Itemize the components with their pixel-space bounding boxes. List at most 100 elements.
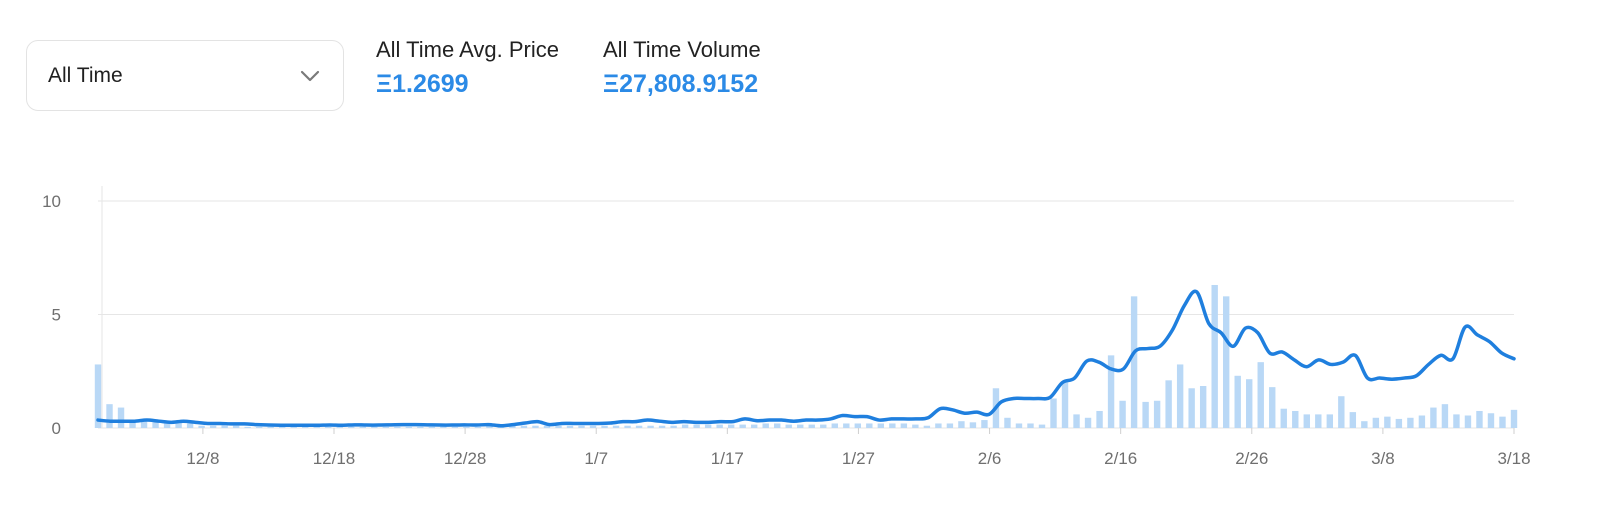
- volume-bar: [106, 404, 113, 428]
- volume-bar: [417, 426, 424, 428]
- y-tick-label: 5: [52, 306, 61, 325]
- x-tick-label: 2/26: [1235, 449, 1268, 468]
- volume-bar: [325, 426, 332, 428]
- volume-bar: [601, 425, 608, 428]
- volume-bar: [670, 425, 677, 428]
- volume-bar: [221, 425, 228, 428]
- volume-bar: [232, 425, 240, 428]
- volume-bar: [94, 364, 102, 428]
- volume-bar: [1257, 362, 1264, 428]
- volume-bar: [1107, 355, 1115, 428]
- x-tick-label: 12/28: [444, 449, 487, 468]
- volume-bar: [1073, 414, 1080, 428]
- volume-bar: [1407, 417, 1414, 428]
- volume-bar: [1326, 414, 1334, 428]
- volume-bar: [1384, 416, 1391, 428]
- volume-bar: [278, 426, 286, 428]
- volume-bar: [198, 425, 205, 428]
- volume-bar: [1499, 416, 1506, 428]
- volume-bar: [1441, 404, 1449, 428]
- volume-bar: [935, 423, 942, 428]
- volume-bar: [440, 426, 447, 428]
- volume-bar: [923, 425, 931, 428]
- x-tick-label: 2/16: [1104, 449, 1137, 468]
- volume-bar: [727, 424, 735, 428]
- volume-bar: [1199, 386, 1207, 428]
- volume-bar: [1280, 408, 1287, 428]
- x-tick-label: 12/8: [186, 449, 219, 468]
- x-tick-label: 3/18: [1497, 449, 1530, 468]
- volume-bar: [302, 426, 309, 428]
- volume-bar: [647, 425, 654, 428]
- volume-bar: [912, 424, 919, 428]
- volume-bar: [1372, 417, 1380, 428]
- volume-value: Ξ27,808.9152: [603, 70, 759, 98]
- volume-bar: [336, 426, 343, 428]
- volume-bar: [1292, 410, 1299, 428]
- volume-bar: [1211, 284, 1218, 428]
- volume-bar: [1487, 413, 1495, 428]
- volume-bar: [1153, 400, 1161, 428]
- volume-bar: [1315, 414, 1322, 428]
- volume-bar: [1096, 410, 1103, 428]
- volume-stat: All Time Volume Ξ27,808.9152: [603, 36, 761, 102]
- volume-bar: [946, 423, 954, 428]
- volume-bar: [635, 425, 643, 428]
- volume-bar: [681, 424, 689, 428]
- volume-bar: [1061, 382, 1069, 428]
- volume-bar: [693, 424, 700, 428]
- volume-bar: [1464, 415, 1472, 428]
- volume-bar: [451, 426, 459, 428]
- volume-bar: [566, 425, 574, 428]
- volume-bar: [739, 424, 746, 428]
- volume-bar: [1027, 423, 1034, 428]
- volume-bar: [428, 426, 436, 428]
- volume-bar: [969, 422, 977, 428]
- volume-bar: [290, 426, 297, 428]
- time-range-select[interactable]: All Time: [26, 40, 344, 111]
- volume-bar: [854, 423, 862, 428]
- volume-bar: [163, 423, 171, 428]
- volume-bar: [359, 426, 366, 428]
- volume-bar: [1015, 423, 1023, 428]
- volume-bar: [981, 420, 988, 428]
- x-tick-label: 12/18: [313, 449, 356, 468]
- volume-bar: [1430, 407, 1437, 428]
- volume-bar: [244, 426, 251, 428]
- volume-bar: [1188, 388, 1195, 428]
- x-tick-label: 2/6: [978, 449, 1002, 468]
- volume-bar: [716, 424, 723, 428]
- volume-bar: [555, 425, 562, 428]
- volume-bar: [750, 424, 758, 428]
- volume-bar: [1510, 409, 1518, 428]
- volume-bar: [1395, 418, 1403, 428]
- avg-price-stat: All Time Avg. Price Ξ1.2699: [376, 36, 559, 102]
- volume-bar: [405, 426, 413, 428]
- volume-bar: [1176, 364, 1184, 428]
- volume-bar: [1084, 417, 1092, 428]
- volume-bar: [866, 423, 873, 428]
- y-tick-label: 0: [52, 419, 61, 438]
- volume-bar: [486, 425, 493, 428]
- volume-bar: [785, 424, 792, 428]
- volume-bar: [463, 426, 470, 428]
- volume-bar: [1119, 400, 1126, 428]
- volume-bar: [843, 423, 850, 428]
- volume-bar: [831, 423, 838, 428]
- x-tick-label: 1/27: [842, 449, 875, 468]
- volume-bar: [958, 421, 965, 428]
- volume-bar: [1004, 417, 1011, 428]
- price-line: [96, 289, 1516, 428]
- volume-bar: [1165, 380, 1172, 428]
- volume-bar: [877, 423, 885, 428]
- volume-bar: [1361, 421, 1368, 428]
- volume-bar: [382, 426, 390, 428]
- volume-bar: [1234, 375, 1241, 428]
- volume-bar: [1476, 410, 1483, 428]
- y-tick-label: 10: [42, 192, 61, 211]
- volume-bar: [624, 425, 631, 428]
- volume-bar: [267, 426, 274, 428]
- volume-bar: [1222, 296, 1230, 428]
- volume-bar: [900, 423, 908, 428]
